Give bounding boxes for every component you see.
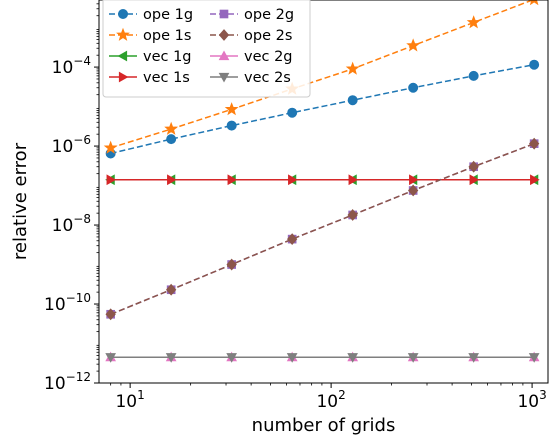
data-point	[348, 174, 359, 186]
legend-label: ope 2g	[244, 7, 294, 23]
legend-marker	[219, 9, 229, 19]
legend-box	[102, 0, 311, 98]
legend-marker	[117, 50, 128, 62]
legend-label: ope 1s	[143, 28, 191, 44]
data-point	[468, 353, 480, 363]
series-vec-1s	[106, 174, 540, 186]
data-point	[468, 160, 479, 173]
data-point	[347, 353, 359, 363]
data-point	[468, 70, 479, 81]
y-tick-label: 10−8	[52, 212, 91, 236]
data-point	[226, 258, 237, 271]
data-point	[288, 174, 298, 186]
legend-marker	[218, 72, 230, 83]
data-point	[165, 353, 177, 363]
series-vec-2s	[105, 353, 540, 363]
y-tick-label: 10−6	[52, 133, 91, 157]
legend-item: ope 2g	[210, 7, 294, 23]
data-point	[345, 61, 360, 75]
series-line	[110, 63, 535, 155]
series-line	[110, 142, 535, 315]
data-point	[286, 353, 298, 363]
x-tick-label: 102	[316, 388, 345, 412]
legend-item: ope 1g	[109, 7, 193, 23]
legend-marker	[116, 27, 130, 41]
legend-item: vec 1s	[109, 70, 190, 86]
data-point	[466, 15, 481, 29]
data-point	[105, 353, 117, 363]
data-point	[407, 353, 419, 363]
data-point	[166, 134, 177, 145]
data-point	[226, 120, 237, 131]
legend: ope 1g ope 1s vec 1g vec 1s ope 2g ope 2s vec …	[102, 0, 311, 98]
data-point	[528, 353, 540, 363]
data-point	[167, 174, 177, 186]
legend-item: vec 1g	[109, 49, 192, 65]
legend-marker	[118, 71, 129, 83]
data-point	[406, 38, 421, 52]
legend-item: ope 2s	[210, 28, 292, 44]
data-point	[286, 233, 298, 246]
legend-label: vec 1s	[143, 70, 190, 86]
data-point	[347, 95, 358, 106]
data-point	[287, 107, 298, 118]
data-point	[227, 174, 238, 186]
data-point	[224, 102, 239, 116]
data-point	[226, 353, 238, 363]
data-point	[528, 137, 540, 150]
series-ope-1g	[105, 59, 540, 159]
data-point	[469, 174, 480, 186]
legend-label: vec 2s	[244, 70, 291, 86]
y-tick-label: 10−10	[44, 291, 91, 315]
legend-item: vec 2g	[210, 49, 293, 65]
series-line	[110, 0, 535, 149]
x-tick-label: 101	[115, 388, 144, 412]
y-tick-label: 10−12	[44, 370, 91, 394]
data-point	[530, 174, 540, 186]
legend-marker	[218, 50, 230, 61]
x-axis-label: number of grids	[252, 415, 396, 436]
y-tick-label: 10−4	[52, 54, 91, 78]
data-point	[347, 209, 358, 221]
legend-marker	[118, 9, 128, 19]
data-point	[409, 174, 419, 186]
x-tick-label: 103	[517, 388, 546, 412]
data-point	[164, 121, 179, 135]
legend-label: ope 1g	[143, 7, 193, 23]
legend-item: vec 2s	[210, 70, 291, 86]
data-point	[529, 59, 540, 70]
data-point	[103, 140, 118, 154]
legend-item: ope 1s	[109, 27, 191, 44]
legend-label: vec 1g	[143, 49, 192, 65]
series-layer	[103, 0, 540, 363]
data-point	[408, 82, 419, 93]
legend-label: vec 2g	[244, 49, 293, 65]
data-point	[105, 308, 116, 321]
data-point	[407, 184, 419, 197]
data-point	[165, 283, 177, 296]
series-ope-2s	[105, 137, 540, 321]
y-axis-label: relative error	[10, 142, 31, 260]
legend-marker	[218, 29, 230, 41]
data-point	[106, 174, 117, 186]
data-point	[529, 0, 539, 6]
legend-label: ope 2s	[244, 28, 292, 44]
